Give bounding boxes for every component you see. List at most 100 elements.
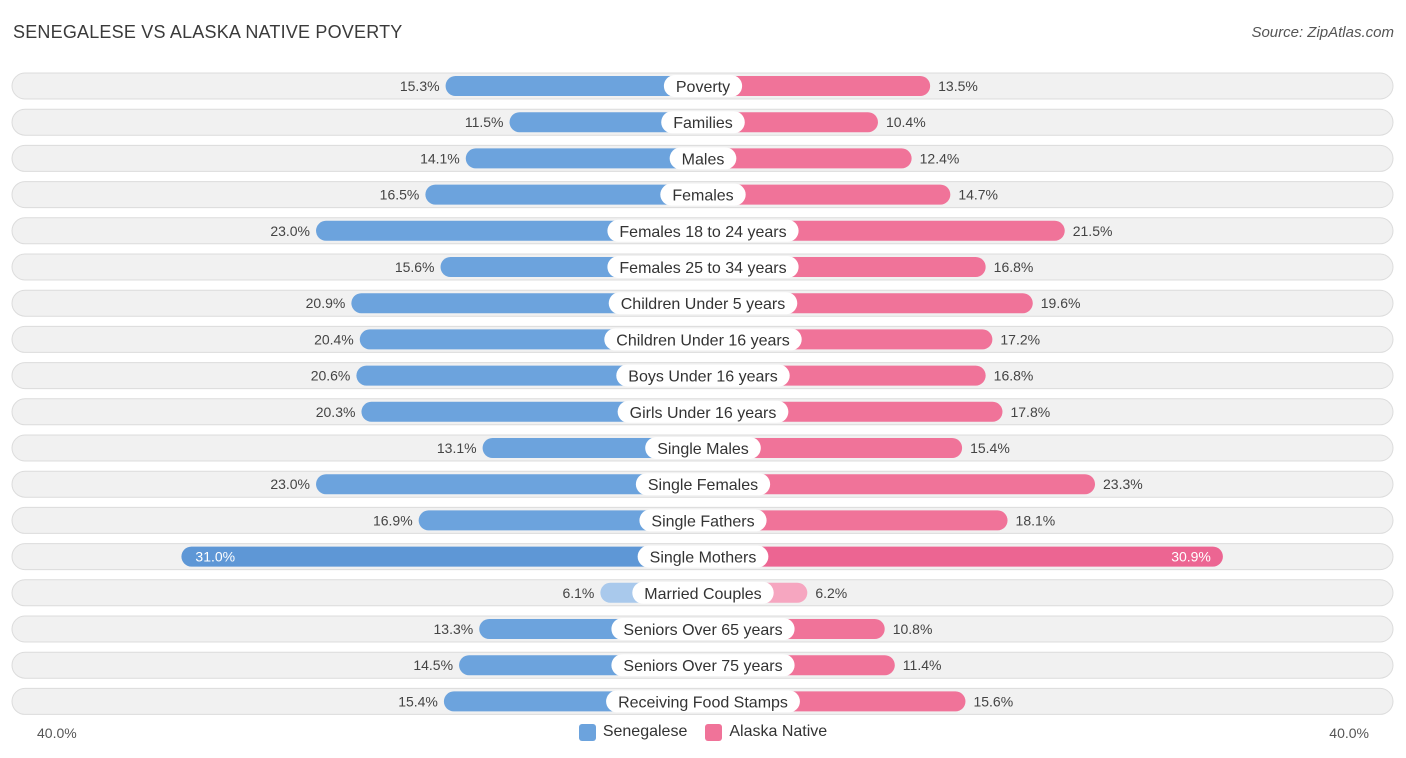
category-label-males: Males bbox=[682, 151, 725, 168]
category-pill-single-mothers bbox=[637, 545, 769, 568]
category-pill-children-under-5-years bbox=[608, 292, 798, 315]
value-senegalese-females-25-to-34-years: 15.6% bbox=[395, 259, 435, 275]
value-senegalese-receiving-food-stamps: 15.4% bbox=[398, 693, 438, 709]
bar-alaska-native-families bbox=[703, 112, 878, 133]
value-alaska-native-single-females: 23.3% bbox=[1103, 476, 1143, 492]
value-alaska-native-females: 14.7% bbox=[958, 187, 998, 203]
value-alaska-native-receiving-food-stamps: 15.6% bbox=[973, 693, 1013, 709]
value-alaska-native-females-18-to-24-years: 21.5% bbox=[1073, 223, 1113, 239]
bar-alaska-native-single-males bbox=[703, 438, 963, 458]
value-alaska-native-families: 10.4% bbox=[886, 114, 926, 130]
value-alaska-native-married-couples: 6.2% bbox=[815, 585, 847, 601]
bar-alaska-native-single-females bbox=[703, 474, 1096, 495]
value-senegalese-females: 16.5% bbox=[380, 187, 420, 203]
value-alaska-native-single-mothers: 30.9% bbox=[1171, 549, 1211, 565]
value-senegalese-seniors-over-65-years: 13.3% bbox=[434, 621, 474, 637]
category-label-seniors-over-65-years: Seniors Over 65 years bbox=[623, 622, 782, 639]
category-label-receiving-food-stamps: Receiving Food Stamps bbox=[618, 694, 788, 711]
category-pill-males bbox=[669, 147, 737, 170]
value-senegalese-single-mothers: 31.0% bbox=[195, 549, 235, 565]
category-label-females-25-to-34-years: Females 25 to 34 years bbox=[619, 260, 786, 277]
category-label-single-males: Single Males bbox=[657, 441, 749, 458]
category-label-boys-under-16-years: Boys Under 16 years bbox=[628, 369, 777, 386]
category-label-poverty: Poverty bbox=[676, 79, 730, 96]
value-senegalese-seniors-over-75-years: 14.5% bbox=[413, 657, 453, 673]
value-alaska-native-girls-under-16-years: 17.8% bbox=[1010, 404, 1050, 420]
value-senegalese-boys-under-16-years: 20.6% bbox=[311, 368, 351, 384]
bar-senegalese-boys-under-16-years bbox=[356, 365, 703, 386]
category-pill-single-females bbox=[635, 473, 771, 496]
bar-alaska-native-single-mothers bbox=[703, 546, 1223, 567]
value-alaska-native-males: 12.4% bbox=[920, 150, 960, 166]
value-alaska-native-children-under-16-years: 17.2% bbox=[1000, 331, 1040, 347]
source-label: Source: ZipAtlas.com bbox=[1251, 24, 1394, 41]
value-senegalese-single-fathers: 16.9% bbox=[373, 512, 413, 528]
bar-alaska-native-poverty bbox=[703, 76, 931, 96]
value-senegalese-married-couples: 6.1% bbox=[562, 585, 594, 601]
category-pill-single-fathers bbox=[639, 509, 767, 532]
bar-alaska-native-females bbox=[703, 184, 951, 205]
bar-senegalese-single-mothers bbox=[181, 546, 704, 567]
bar-alaska-native-single-fathers bbox=[703, 510, 1008, 531]
category-pill-females-25-to-34-years bbox=[607, 256, 799, 278]
bar-senegalese-females bbox=[425, 184, 703, 205]
category-pill-seniors-over-65-years bbox=[611, 618, 795, 640]
legend: Senegalese Alaska Native bbox=[0, 723, 1406, 741]
legend-item-senegalese[interactable]: Senegalese bbox=[578, 723, 688, 741]
category-pill-females-18-to-24-years bbox=[607, 219, 799, 242]
category-label-married-couples: Married Couples bbox=[644, 586, 761, 603]
value-alaska-native-seniors-over-65-years: 10.8% bbox=[893, 621, 933, 637]
category-label-children-under-16-years: Children Under 16 years bbox=[616, 332, 789, 349]
category-label-females: Females bbox=[672, 188, 733, 205]
value-senegalese-single-females: 23.0% bbox=[270, 476, 310, 492]
legend-label-senegalese: Senegalese bbox=[602, 723, 688, 740]
category-pill-families bbox=[661, 111, 745, 134]
value-senegalese-poverty: 15.3% bbox=[400, 78, 440, 94]
category-pill-boys-under-16-years bbox=[616, 364, 790, 387]
category-pill-females bbox=[660, 183, 746, 206]
value-senegalese-children-under-16-years: 20.4% bbox=[314, 331, 354, 347]
legend-swatch-alaska-native bbox=[705, 723, 723, 741]
category-pill-receiving-food-stamps bbox=[606, 690, 800, 713]
bar-senegalese-poverty bbox=[445, 76, 703, 96]
category-pill-poverty bbox=[663, 75, 743, 97]
axis-left-label: 40.0% bbox=[37, 725, 77, 741]
category-label-single-females: Single Females bbox=[648, 477, 758, 494]
bar-senegalese-girls-under-16-years bbox=[361, 401, 703, 422]
category-label-girls-under-16-years: Girls Under 16 years bbox=[630, 405, 777, 422]
value-senegalese-single-males: 13.1% bbox=[437, 440, 477, 456]
legend-swatch-senegalese bbox=[578, 723, 596, 741]
category-label-single-mothers: Single Mothers bbox=[650, 550, 757, 567]
bar-alaska-native-males bbox=[703, 148, 912, 169]
value-alaska-native-seniors-over-75-years: 11.4% bbox=[903, 657, 942, 673]
category-label-females-18-to-24-years: Females 18 to 24 years bbox=[619, 224, 786, 241]
bar-senegalese-males bbox=[465, 148, 703, 169]
value-senegalese-families: 11.5% bbox=[465, 114, 504, 130]
category-label-children-under-5-years: Children Under 5 years bbox=[621, 296, 786, 313]
category-pill-children-under-16-years bbox=[604, 328, 802, 351]
legend-label-alaska-native: Alaska Native bbox=[729, 723, 828, 740]
bar-senegalese-females-18-to-24-years bbox=[316, 220, 703, 241]
category-label-families: Families bbox=[673, 115, 733, 132]
value-alaska-native-single-males: 15.4% bbox=[970, 440, 1010, 456]
value-alaska-native-boys-under-16-years: 16.8% bbox=[994, 368, 1034, 384]
category-pill-girls-under-16-years bbox=[617, 400, 789, 423]
value-senegalese-males: 14.1% bbox=[420, 150, 460, 166]
value-alaska-native-single-fathers: 18.1% bbox=[1016, 512, 1056, 528]
diverging-bar-chart: 15.3% 13.5% Poverty 11.5% 10.4% Families 14.1%… bbox=[11, 72, 1394, 715]
legend-item-alaska-native[interactable]: Alaska Native bbox=[705, 723, 827, 741]
category-label-seniors-over-75-years: Seniors Over 75 years bbox=[623, 658, 782, 675]
category-pill-single-males bbox=[645, 437, 761, 459]
value-senegalese-children-under-5-years: 20.9% bbox=[306, 295, 346, 311]
category-pill-married-couples bbox=[632, 581, 774, 604]
category-label-single-fathers: Single Fathers bbox=[651, 513, 754, 530]
value-senegalese-girls-under-16-years: 20.3% bbox=[316, 404, 356, 420]
bar-senegalese-single-fathers bbox=[418, 510, 703, 531]
value-alaska-native-females-25-to-34-years: 16.8% bbox=[994, 259, 1034, 275]
axis-right-label: 40.0% bbox=[1329, 725, 1369, 741]
value-alaska-native-poverty: 13.5% bbox=[938, 78, 978, 94]
bar-senegalese-single-females bbox=[316, 474, 703, 495]
chart-title: SENEGALESE VS ALASKA NATIVE POVERTY bbox=[13, 22, 403, 42]
value-alaska-native-children-under-5-years: 19.6% bbox=[1041, 295, 1081, 311]
value-senegalese-females-18-to-24-years: 23.0% bbox=[270, 223, 310, 239]
